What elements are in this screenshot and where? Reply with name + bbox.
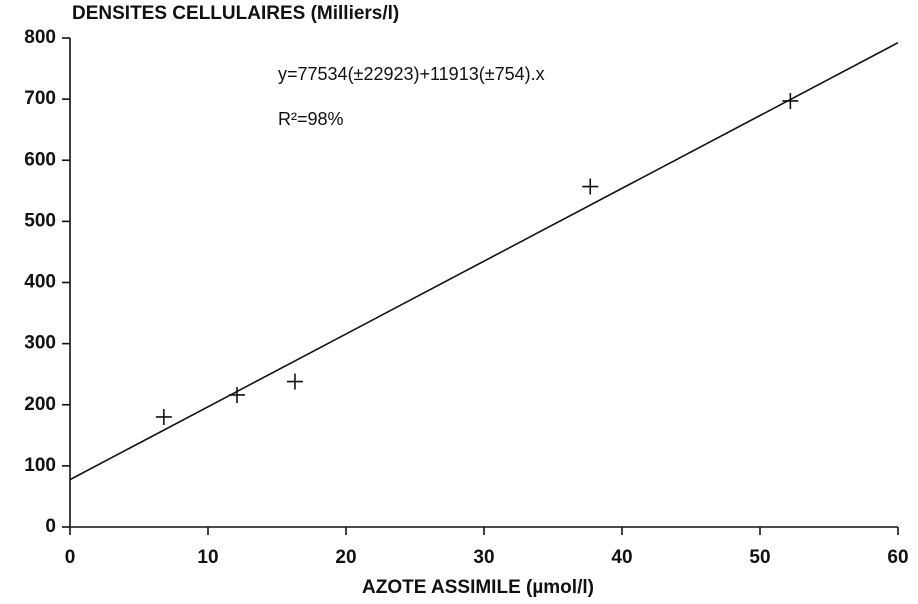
point — [286, 373, 303, 390]
y-tick-label: 700 — [24, 88, 56, 109]
x-tick-label: 30 — [473, 547, 494, 568]
x-tick-label: 0 — [65, 547, 76, 568]
y-tick-label: 500 — [24, 210, 56, 231]
r-squared: R²=98% — [278, 109, 344, 129]
y-tick-label: 400 — [24, 272, 56, 293]
y-tick-label: 200 — [24, 394, 56, 415]
x-tick-label: 10 — [197, 547, 218, 568]
x-tick-label: 60 — [887, 547, 908, 568]
x-tick-label: 20 — [335, 547, 356, 568]
y-tick-label: 100 — [24, 455, 56, 476]
point — [228, 386, 245, 403]
y-tick-label: 600 — [24, 149, 56, 170]
y-tick-label: 300 — [24, 333, 56, 354]
y-tick-label: 0 — [45, 516, 56, 537]
x-axis-label: AZOTE ASSIMILE (µmol/l) — [362, 577, 594, 598]
equation: y=77534(±22923)+11913(±754).x — [278, 64, 545, 84]
point — [782, 92, 799, 109]
fit-line — [69, 41, 899, 481]
chart-title: DENSITES CELLULAIRES (Milliers/l) — [72, 3, 399, 24]
x-tick-label: 50 — [749, 547, 770, 568]
point — [155, 408, 172, 425]
point — [582, 178, 599, 195]
y-tick-label: 800 — [24, 27, 56, 48]
x-tick-label: 40 — [611, 547, 632, 568]
